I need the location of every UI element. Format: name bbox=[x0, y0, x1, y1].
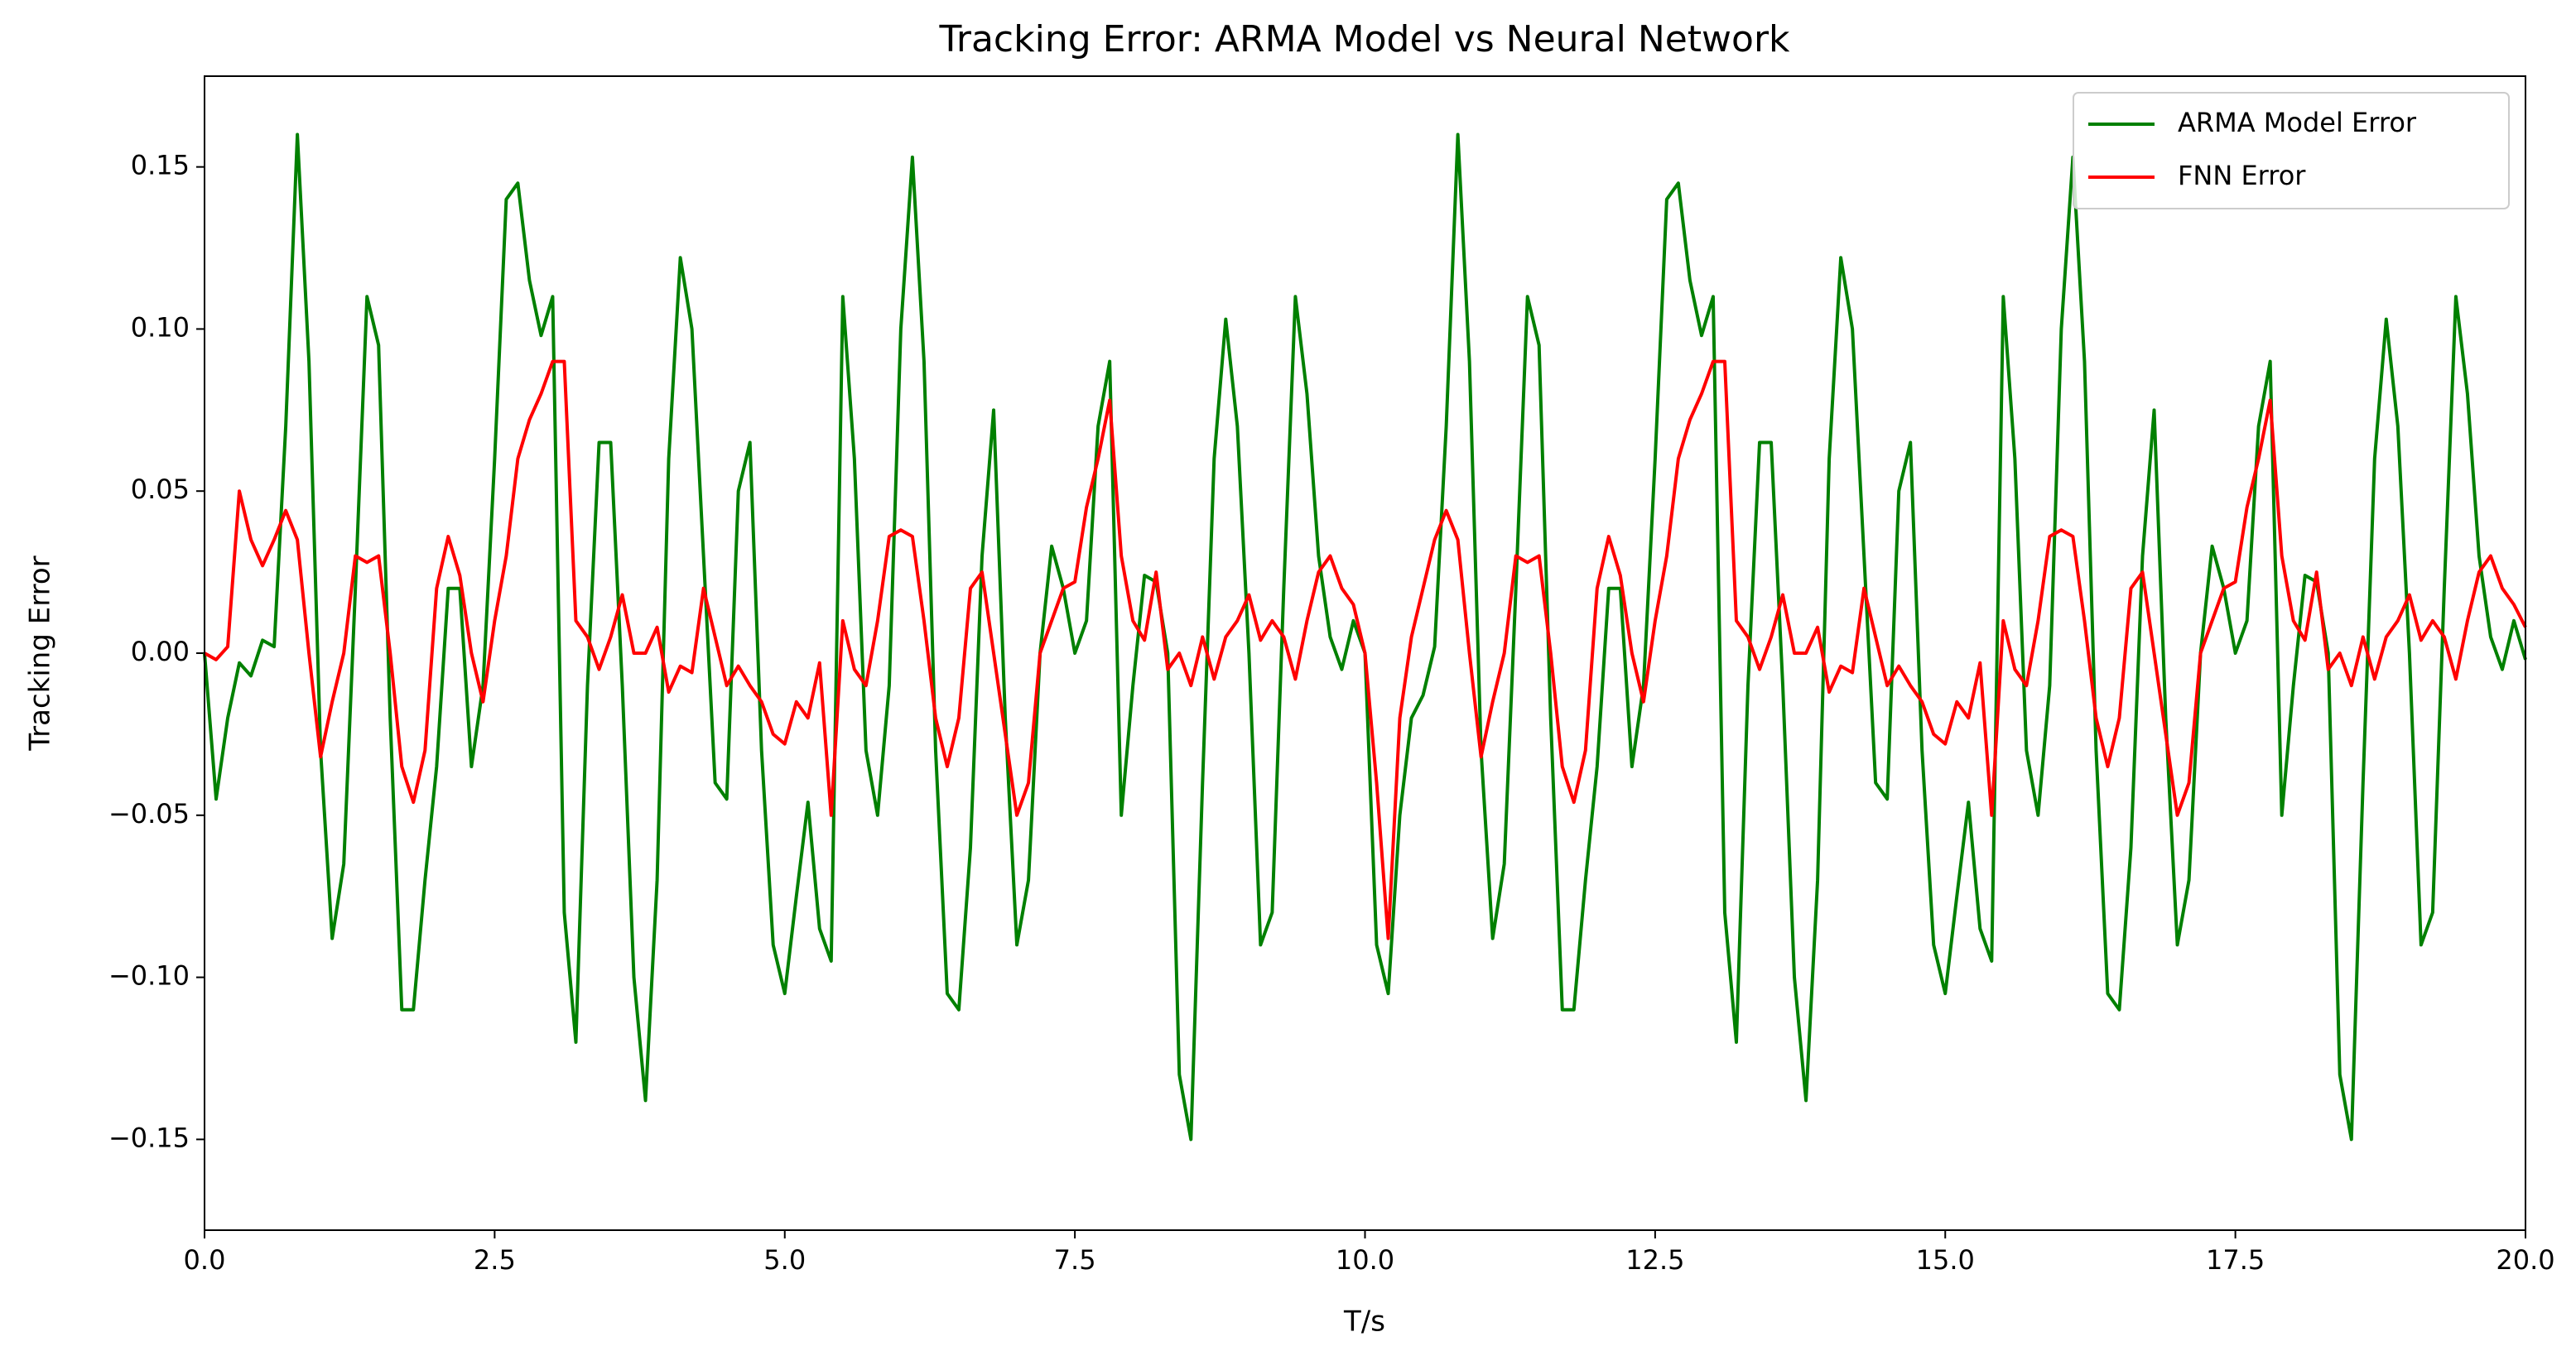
x-tick-label: 0.0 bbox=[184, 1244, 226, 1276]
x-tick-label: 5.0 bbox=[763, 1244, 806, 1276]
y-axis-label: Tracking Error bbox=[24, 555, 57, 751]
chart-title: Tracking Error: ARMA Model vs Neural Net… bbox=[938, 18, 1790, 60]
y-tick-label: −0.10 bbox=[108, 960, 190, 992]
x-tick-label: 15.0 bbox=[1916, 1244, 1975, 1276]
x-tick-label: 10.0 bbox=[1336, 1244, 1394, 1276]
y-tick-label: 0.00 bbox=[131, 636, 190, 667]
y-tick-label: 0.10 bbox=[131, 311, 190, 343]
legend-label: ARMA Model Error bbox=[2178, 107, 2417, 138]
x-tick-label: 12.5 bbox=[1625, 1244, 1684, 1276]
x-tick-label: 17.5 bbox=[2206, 1244, 2265, 1276]
legend-box bbox=[2073, 92, 2510, 209]
series-line bbox=[204, 359, 2527, 940]
y-tick-label: −0.05 bbox=[108, 798, 190, 829]
legend-label: FNN Error bbox=[2178, 160, 2306, 191]
x-tick-label: 20.0 bbox=[2496, 1244, 2554, 1276]
y-tick-label: 0.15 bbox=[131, 150, 190, 181]
series-line bbox=[203, 132, 2527, 1142]
x-axis-label: T/s bbox=[1343, 1306, 1385, 1339]
y-tick-label: 0.05 bbox=[131, 474, 190, 505]
x-tick-label: 2.5 bbox=[474, 1244, 516, 1276]
plot-frame bbox=[204, 75, 2526, 1231]
y-tick-label: −0.15 bbox=[108, 1122, 190, 1153]
x-tick-label: 7.5 bbox=[1054, 1244, 1096, 1276]
